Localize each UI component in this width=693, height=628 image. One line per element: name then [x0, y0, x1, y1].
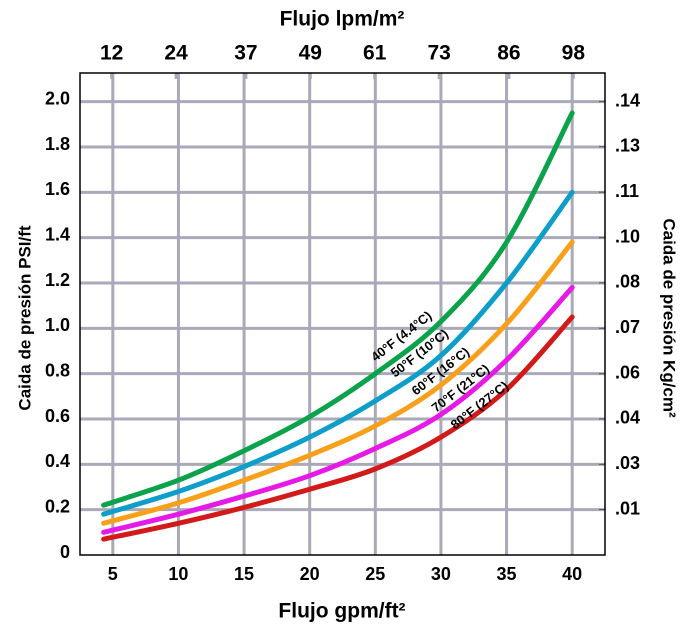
y-tick-label: 0.4 [45, 451, 70, 471]
y2-tick-label: .04 [615, 408, 640, 428]
y2-tick-label: .10 [615, 226, 640, 246]
y2-tick-label: .07 [615, 317, 640, 337]
x-tick-label: 40 [562, 564, 582, 584]
y-tick-label: 1.8 [45, 134, 70, 154]
series-line [101, 239, 575, 526]
y2-tick-label: .13 [615, 135, 640, 155]
y2-tick-label: .03 [615, 453, 640, 473]
plot-frame [79, 72, 606, 556]
y2-axis-title: Caida de presión Kg/cm² [660, 218, 679, 418]
y-tick-label: 0.6 [45, 406, 70, 426]
y2-tick-label: .01 [615, 498, 640, 518]
y-axis-title: Caida de presión PSI/ft [15, 225, 34, 410]
x2-tick-label: 37 [234, 42, 257, 65]
x-tick-label: 5 [108, 564, 118, 584]
y-tick-label: 1.2 [45, 270, 70, 290]
x-axis-title: Flujo gpm/ft² [278, 600, 405, 623]
y-tick-label: 1.0 [45, 315, 70, 335]
y-tick-label: 0.8 [45, 360, 70, 380]
x-tick-label: 25 [365, 564, 385, 584]
x-tick-label: 10 [168, 564, 188, 584]
series-line [101, 285, 575, 535]
x2-tick-label: 49 [299, 42, 322, 65]
y-tick-label: 0.2 [45, 496, 70, 516]
y-tick-label: 1.6 [45, 179, 70, 199]
x2-tick-label: 24 [164, 42, 188, 65]
x2-tick-label: 86 [497, 42, 520, 65]
top-axis-title: Flujo lpm/m² [280, 8, 405, 31]
y2-tick-label: .08 [615, 272, 640, 292]
y-tick-label: 1.4 [45, 224, 70, 244]
y2-tick-label: .11 [615, 181, 639, 201]
x2-tick-label: 61 [363, 42, 387, 65]
y-tick-label: 0 [60, 542, 70, 562]
y-tick-label: 2.0 [45, 88, 70, 108]
x-tick-label: 15 [234, 564, 254, 584]
x-tick-label: 20 [300, 564, 320, 584]
x2-tick-label: 73 [427, 42, 450, 65]
x-tick-label: 30 [431, 564, 451, 584]
series-line [101, 110, 575, 508]
y2-tick-label: .06 [615, 363, 640, 383]
series-line [101, 189, 575, 517]
y2-tick-label: .14 [615, 90, 640, 110]
x-tick-label: 35 [497, 564, 517, 584]
x2-tick-label: 12 [100, 42, 123, 65]
x2-tick-label: 98 [562, 42, 586, 65]
series-line [101, 314, 575, 542]
